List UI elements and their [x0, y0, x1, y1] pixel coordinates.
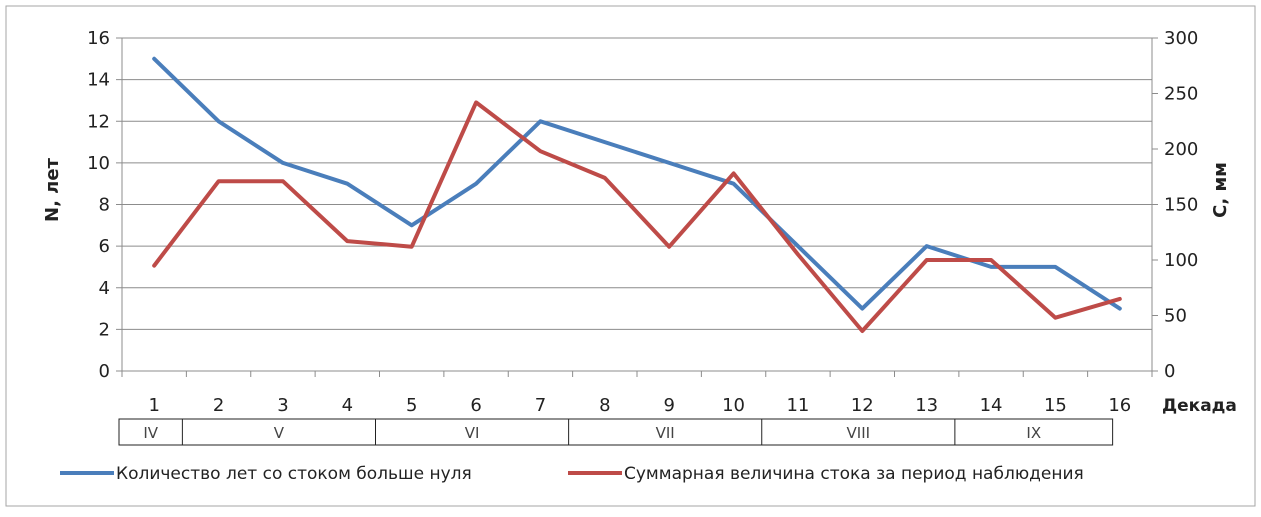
gridlines — [122, 37, 1152, 330]
x-tick-label: 16 — [1108, 395, 1131, 416]
left-tick-label: 6 — [99, 236, 110, 257]
legend-label-sum: Суммарная величина стока за период наблю… — [624, 464, 1084, 484]
x-tick-label: 8 — [599, 395, 610, 416]
left-tick-label: 0 — [99, 361, 110, 382]
x-tick-label: 2 — [213, 395, 224, 416]
right-tick-label: 300 — [1164, 28, 1198, 49]
x-tick-label: 12 — [851, 395, 874, 416]
left-tick-label: 10 — [87, 153, 110, 174]
right-tick-label: 200 — [1164, 139, 1198, 160]
month-label: IV — [143, 424, 158, 442]
month-label: VII — [656, 424, 675, 442]
month-label: IX — [1026, 424, 1041, 442]
left-axis-ticks: 0 2 4 6 8 10 12 14 16 — [87, 28, 122, 382]
x-axis-ticks: 1 2 3 4 5 6 7 8 9 10 11 12 13 14 15 16 — [121, 371, 1153, 416]
x-axis-title: Декада — [1162, 396, 1237, 416]
x-tick-label: 10 — [722, 395, 745, 416]
x-tick-label: 9 — [663, 395, 674, 416]
x-tick-label: 5 — [406, 395, 417, 416]
left-tick-label: 14 — [87, 70, 110, 91]
month-band: IV V VI VII VIII IX — [118, 418, 1114, 446]
chart-border — [5, 5, 1256, 507]
left-tick-label: 8 — [99, 195, 110, 216]
right-tick-label: 150 — [1164, 195, 1198, 216]
right-axis-ticks: 0 50 100 150 200 250 300 — [1152, 28, 1198, 382]
x-tick-label: 13 — [915, 395, 938, 416]
right-tick-label: 100 — [1164, 250, 1198, 271]
right-tick-label: 0 — [1164, 361, 1175, 382]
legend: Количество лет со стоком больше нуля Сум… — [60, 464, 1084, 484]
x-tick-label: 11 — [786, 395, 809, 416]
x-tick-label: 15 — [1044, 395, 1067, 416]
left-tick-label: 2 — [99, 319, 110, 340]
left-tick-label: 16 — [87, 28, 110, 49]
x-tick-label: 14 — [980, 395, 1003, 416]
month-label: V — [274, 424, 285, 442]
left-axis-title: N, лет — [42, 157, 63, 222]
x-tick-label: 4 — [342, 395, 353, 416]
left-tick-label: 4 — [99, 278, 110, 299]
x-tick-label: 1 — [148, 395, 159, 416]
x-tick-label: 6 — [470, 395, 481, 416]
right-tick-label: 250 — [1164, 84, 1198, 105]
month-band-frame — [118, 418, 1114, 446]
series-line-sum — [152, 100, 1122, 333]
series-line-count — [152, 56, 1122, 311]
right-axis-title: С, мм — [1210, 162, 1231, 218]
month-label: VI — [465, 424, 480, 442]
legend-label-count: Количество лет со стоком больше нуля — [116, 464, 472, 484]
month-label: VIII — [847, 424, 871, 442]
x-tick-label: 7 — [535, 395, 546, 416]
right-tick-label: 50 — [1164, 306, 1187, 327]
left-tick-label: 12 — [87, 111, 110, 132]
x-tick-label: 3 — [277, 395, 288, 416]
series-lines — [152, 56, 1122, 333]
